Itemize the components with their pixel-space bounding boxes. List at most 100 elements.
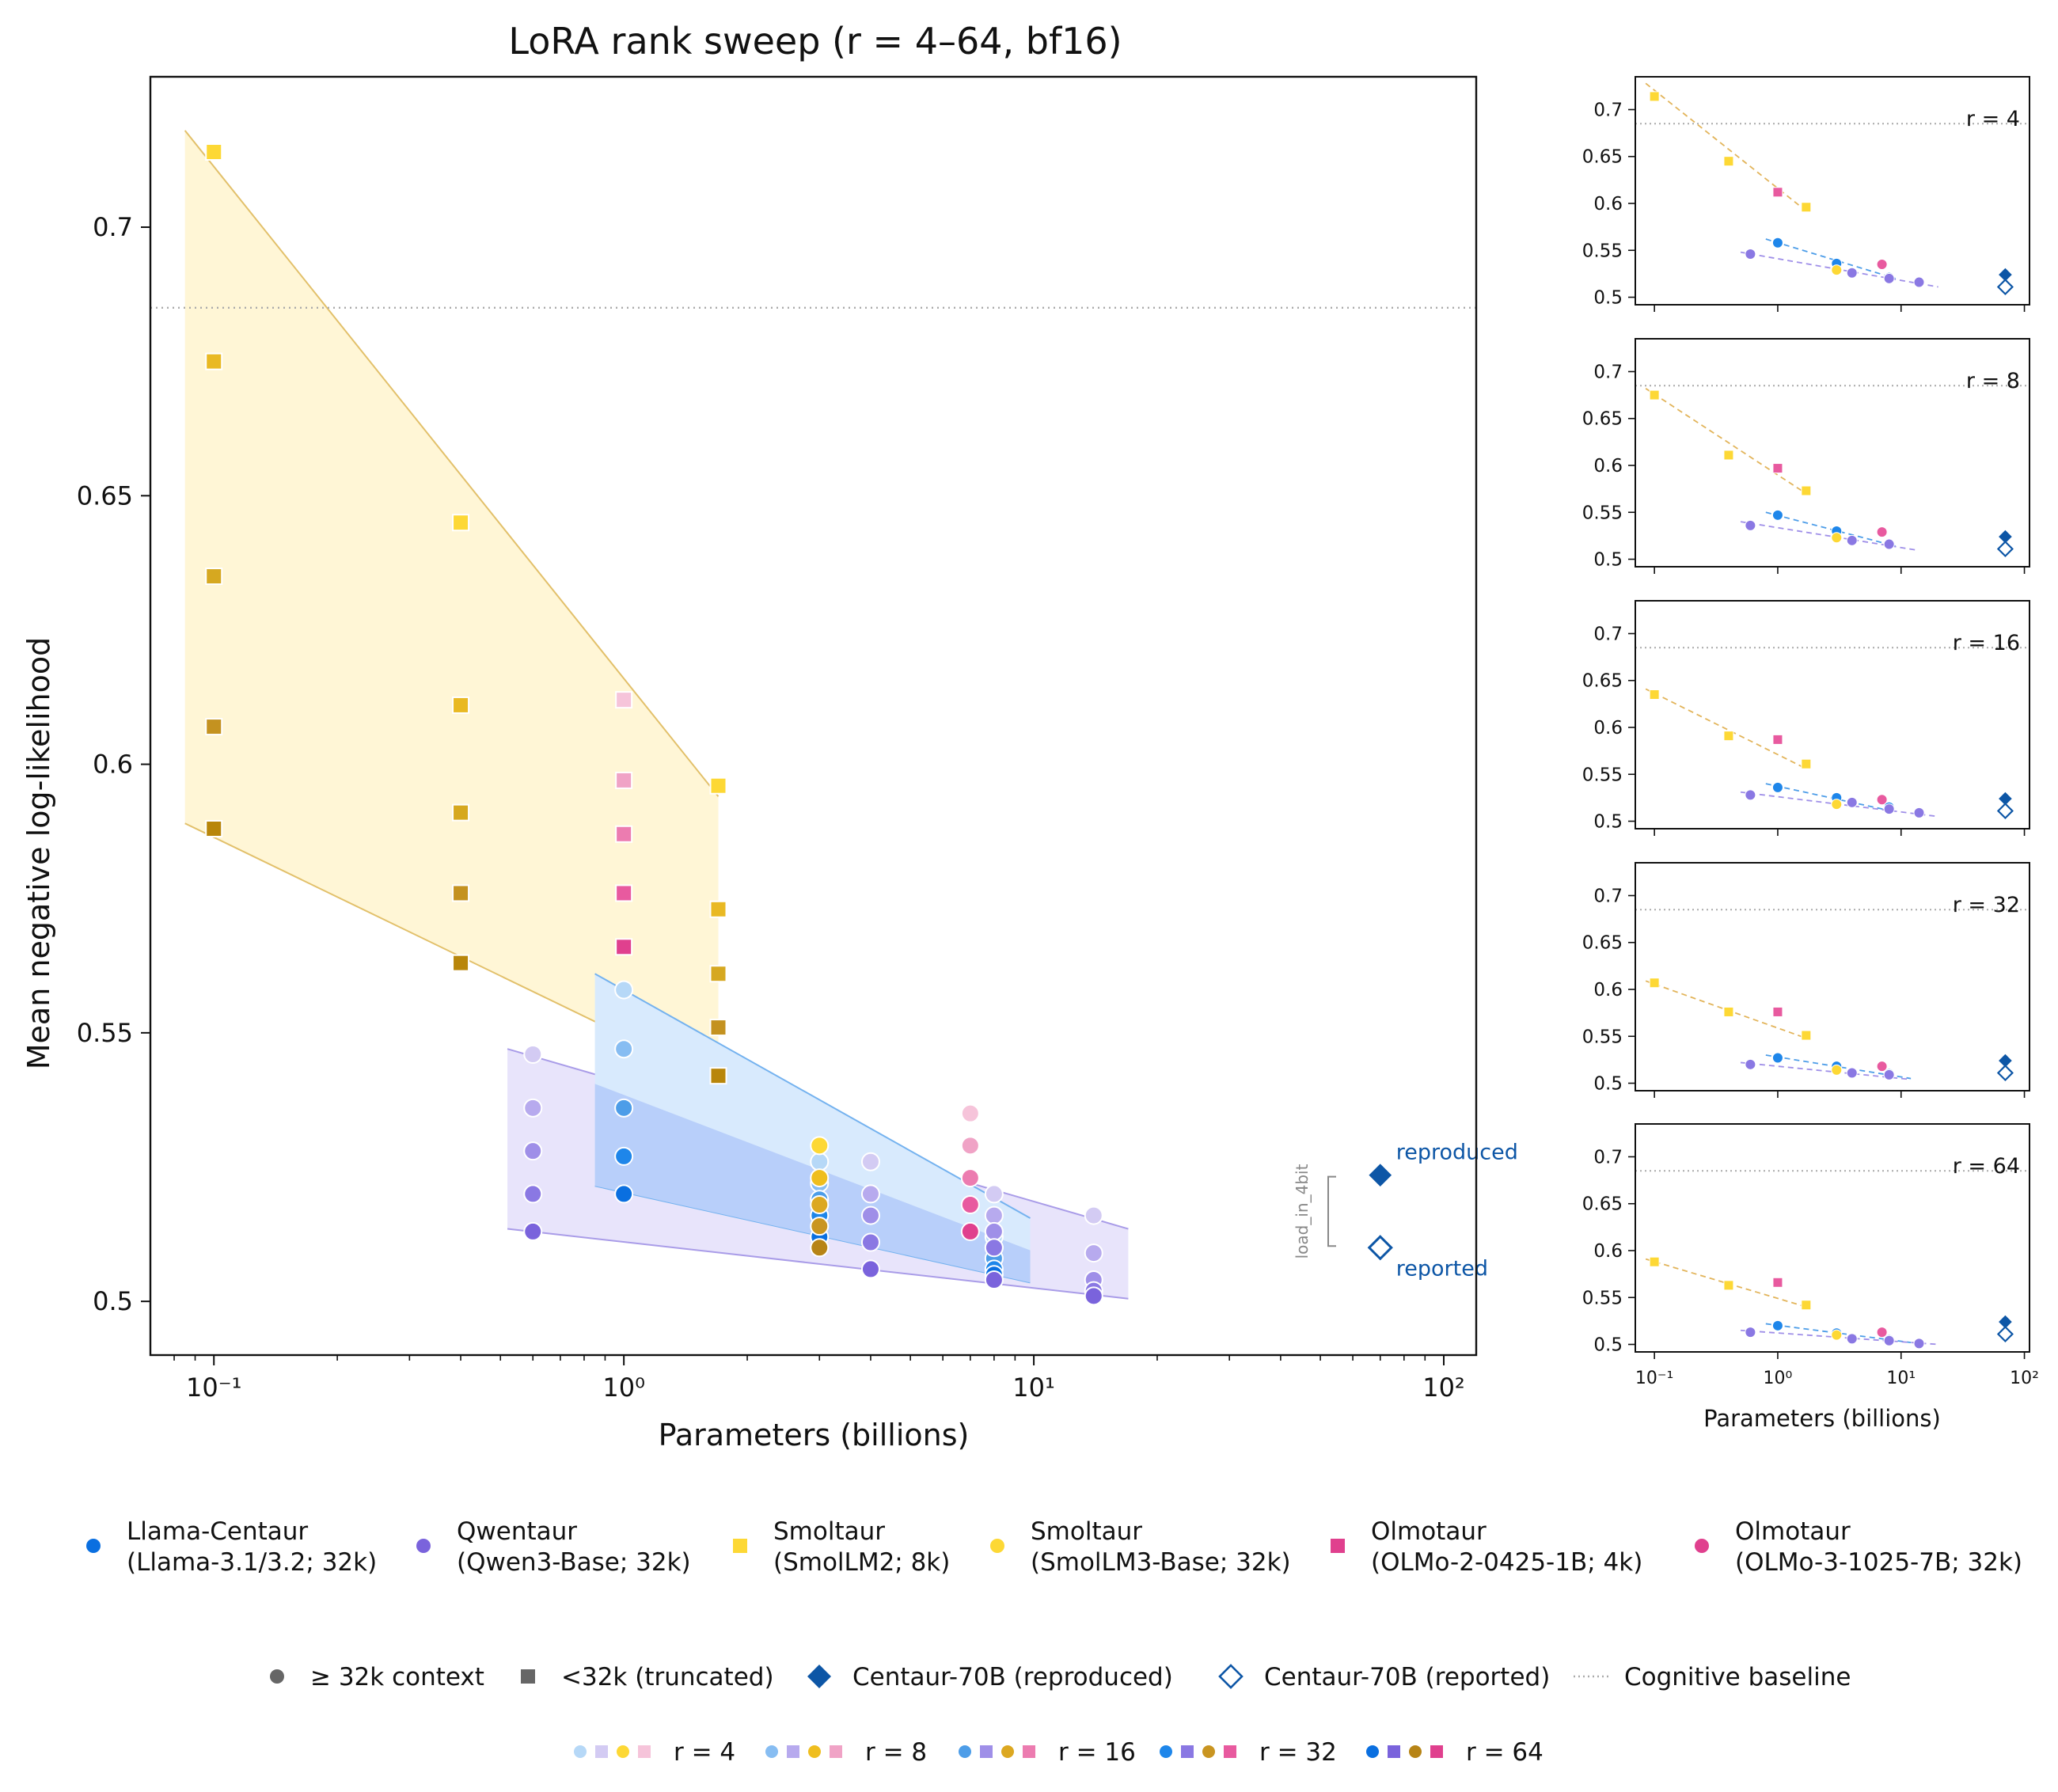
point-olmo-circle-x7-r64 [960,1221,980,1241]
point-llama-circle-x1-r4 [614,980,634,1000]
y-tick-label: 0.65 [77,480,133,511]
point-qwen-circle-x4-r8 [860,1184,880,1204]
legend-swatch [765,1745,778,1758]
panel-y-tick-label: 0.6 [1593,194,1623,215]
point-llama-circle-x1-r32 [614,1146,634,1166]
panel-point-olmo_c-x7 [1876,1327,1888,1338]
legend-rank-label: r = 16 [1058,1738,1136,1767]
legend-swatch [1202,1745,1215,1758]
panel-point-smol2-x0.1 [1649,689,1660,700]
legend-marker [990,1539,1004,1553]
panel-point-qwen-x14 [1913,276,1925,288]
legend-item-kind-2: Centaur-70B (reproduced) [807,1663,1173,1691]
legend-item-kind-3: Centaur-70B (reported) [1218,1663,1550,1691]
point-qwen-circle-x0.6-r16 [523,1141,543,1161]
panel-r64: r = 64 0.5 0.55 0.6 0.65 0.7 10⁻¹ 10⁰ 10¹ 10² [1582,1123,2039,1388]
reproduced-label: reproduced [1396,1141,1518,1165]
legend-family-name: Qwentaur [457,1517,577,1546]
x-tick-label: 10⁰ [602,1372,645,1403]
panel-point-qwen-x4 [1846,1067,1858,1079]
legend-item-family-5: Olmotaur(OLMo-3-1025-7B; 32k) [1695,1517,2022,1577]
panel-point-qwen-x0.6 [1745,1058,1756,1070]
panel-y-tick-label: 0.65 [1582,147,1623,168]
legend-family-detail: (SmolLM3-Base; 32k) [1031,1548,1291,1577]
panel-point-smol2-x1.7 [1801,202,1812,213]
panel-point-smol2-x1.7 [1801,758,1812,769]
point-smol3-circle-x3-r16 [810,1195,830,1214]
y-tick-label: 0.7 [93,212,133,242]
legend-item-family-4: Olmotaur(OLMo-2-0425-1B; 4k) [1331,1517,1642,1577]
point-olmo-circle-x7-r8 [960,1136,980,1156]
point-smol2-square-x1.7-r8 [709,900,727,918]
panel-y-tick-label: 0.7 [1593,624,1623,644]
legend-rank-label: r = 32 [1259,1738,1337,1767]
panel-fit-smol_fit [1645,388,1807,495]
main-y-axis-label: Mean negative log-likelihood [21,637,56,1070]
panel-point-smol3-x3 [1831,1064,1843,1076]
legend-swatch [1023,1745,1035,1758]
panel-point-llama-x1 [1771,509,1783,521]
legend-family-detail: (OLMo-2-0425-1B; 4k) [1371,1548,1642,1577]
point-smol2-square-x0.4-r64 [452,954,470,972]
panel-point-olmo_c-x7 [1876,1061,1888,1073]
legend-kind-label: ≥ 32k context [310,1663,484,1691]
legend-swatch [787,1745,799,1758]
panel-point-smol2-x1.7 [1801,485,1812,496]
panel-fit-llama_fit [1765,1323,1912,1344]
legend-swatch [1388,1745,1400,1758]
legend-item-family-2: Smoltaur(SmolLM2; 8k) [733,1517,950,1577]
panel-fit-llama_fit [1765,238,1896,279]
panel-fit-qwen_fit [1740,1061,1912,1080]
panel-point-smol2-x0.4 [1723,731,1734,742]
point-qwen-circle-x4-r64 [860,1259,880,1279]
panel-point-llama-x1 [1771,1319,1783,1331]
point-llama-circle-x1-r16 [614,1098,634,1118]
point-qwen-circle-x14-r64 [1084,1286,1103,1306]
legend-family-detail: (Llama-3.1/3.2; 32k) [127,1548,377,1577]
point-qwen-circle-x8-r8 [984,1205,1004,1225]
panel-y-tick-label: 0.6 [1593,980,1623,1000]
panel-point-qwen-x8 [1883,538,1895,550]
main-plot: reproduced reported load_in_4bit 0.5 0.55 0.6… [77,75,1518,1403]
panel-x-tick-label: 10² [2010,1369,2039,1388]
point-llama-circle-x1-r64 [614,1184,634,1204]
panel-point-qwen-x4 [1846,267,1858,279]
panel-y-tick-label: 0.65 [1582,409,1623,430]
panel-point-olmo_c-x7 [1876,259,1888,271]
panel-r32: r = 32 0.5 0.55 0.6 0.65 0.7 [1582,862,2030,1098]
panel-y-tick-label: 0.65 [1582,933,1623,954]
panel-r4: r = 4 0.5 0.55 0.6 0.65 0.7 [1582,76,2030,312]
legend-rank-label: r = 4 [674,1738,735,1767]
point-qwen-circle-x0.6-r32 [523,1184,543,1204]
point-qwen-circle-x8-r4 [984,1184,1004,1204]
rank-panels: r = 4 0.5 0.55 0.6 0.65 0.7 r = 8 0.5 0.55 0.6 0.6… [1582,76,2039,1388]
x-tick-label: 10¹ [1012,1372,1055,1403]
panel-point-llama-x1 [1771,1052,1783,1064]
legend-item-family-3: Smoltaur(SmolLM3-Base; 32k) [990,1517,1291,1577]
panel-point-smol3-x3 [1831,532,1843,544]
panel-point-qwen-x8 [1883,1335,1895,1346]
load-in-4bit-label: load_in_4bit [1293,1164,1312,1259]
panel-x-tick-label: 10¹ [1886,1369,1916,1388]
point-qwen-circle-x4-r16 [860,1205,880,1225]
y-tick-label: 0.6 [93,750,133,780]
panel-point-olmo_c-x7 [1876,526,1888,538]
panel-y-tick-label: 0.6 [1593,1241,1623,1262]
panel-point-llama-x1 [1771,781,1783,793]
panel-frame [1635,338,2030,568]
panel-point-smol2-x0.1 [1649,91,1660,102]
legend-kind-label: Centaur-70B (reported) [1264,1663,1550,1691]
legend-marker [1331,1539,1345,1553]
panel-y-tick-label: 0.5 [1593,288,1623,309]
legend-kind-label: Cognitive baseline [1624,1663,1851,1691]
legend-swatch [959,1745,971,1758]
legend-kind-label: <32k (truncated) [561,1663,774,1691]
point-qwen-circle-x0.6-r64 [523,1221,543,1241]
y-tick-label: 0.55 [77,1018,133,1048]
point-olmo-square-x1-r32 [615,884,633,902]
panel-point-qwen-x8 [1883,272,1895,284]
legend-marker [733,1539,747,1553]
legend-swatch [595,1745,608,1758]
legend-family-name: Llama-Centaur [127,1517,308,1546]
panel-point-smol3-x3 [1831,799,1843,811]
